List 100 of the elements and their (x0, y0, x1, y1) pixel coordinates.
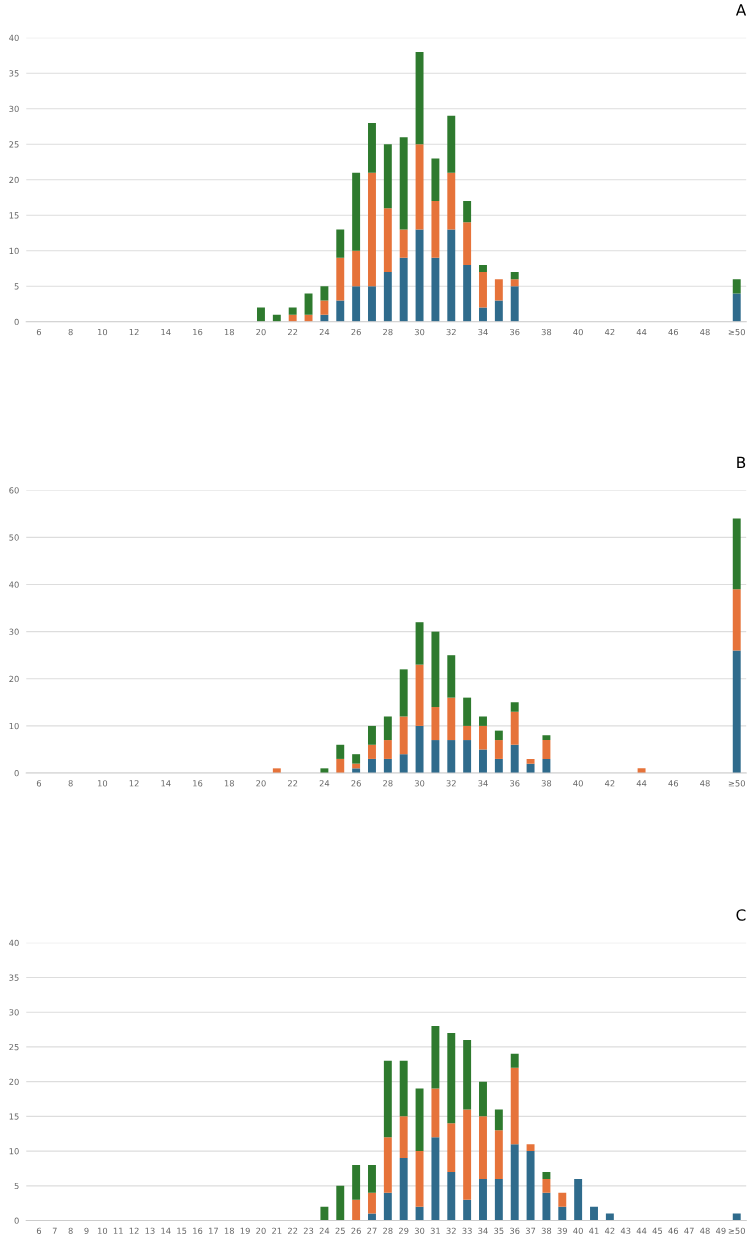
bar (399, 669, 408, 717)
y-tick-label: 20 (9, 675, 19, 683)
x-tick-label: 46 (668, 1227, 679, 1234)
x-tick-label: 38 (541, 328, 552, 336)
bar (542, 1178, 551, 1193)
x-tick-label: 17 (209, 1227, 218, 1234)
x-tick-label: 36 (510, 780, 520, 787)
bar (510, 1053, 519, 1068)
x-tick-label: 44 (636, 780, 647, 787)
bar (383, 144, 392, 209)
bar (542, 1171, 551, 1179)
bar (368, 122, 376, 173)
bar (447, 740, 456, 774)
bar (415, 144, 424, 230)
x-tick-label: 26 (351, 328, 361, 336)
x-tick-label: 12 (129, 1227, 139, 1234)
x-tick-label: 14 (161, 1227, 171, 1234)
x-tick-label: 44 (636, 328, 647, 336)
x-tick-label: 46 (668, 328, 679, 336)
bar (399, 1158, 408, 1221)
x-tick-label: 22 (287, 1227, 298, 1234)
bar (574, 1178, 583, 1221)
bar (320, 286, 329, 301)
x-tick-label: 47 (684, 1227, 694, 1234)
bar (479, 1178, 487, 1221)
x-tick-label: 16 (193, 328, 203, 336)
bar (415, 1151, 424, 1207)
bar (431, 707, 440, 741)
bar (383, 740, 392, 759)
bar (399, 137, 408, 230)
bar (463, 1109, 472, 1200)
bar (336, 229, 345, 258)
y-tick-label: 5 (14, 283, 19, 290)
bar (336, 758, 345, 774)
bar (447, 1123, 456, 1172)
x-tick-label: 49 (715, 1227, 726, 1234)
x-tick-label: 48 (700, 1227, 710, 1234)
bar (288, 307, 297, 315)
bar (431, 631, 440, 708)
y-tick-label: 30 (9, 1009, 19, 1016)
bar (510, 286, 519, 322)
bar (399, 1116, 408, 1159)
x-tick-label: ≥50 (728, 1227, 745, 1234)
x-tick-label: 40 (573, 780, 583, 787)
x-tick-label: 34 (478, 328, 488, 336)
bar (352, 250, 361, 287)
y-tick-label: 30 (9, 628, 19, 635)
bar (494, 1130, 503, 1179)
bar (257, 307, 265, 322)
bar (368, 172, 376, 287)
y-tick-label: 20 (9, 1078, 19, 1085)
x-tick-label: 48 (700, 328, 710, 336)
x-tick-label: 43 (620, 1227, 631, 1234)
bar (494, 300, 503, 322)
x-tick-label: 28 (383, 780, 393, 787)
x-tick-label: 24 (319, 328, 330, 336)
bar (526, 758, 535, 764)
bar (510, 711, 519, 745)
x-tick-label: 40 (573, 328, 583, 336)
x-tick-label: 12 (129, 780, 139, 787)
x-tick-label: 7 (52, 1227, 57, 1234)
y-tick-label: 10 (9, 247, 19, 255)
bar (431, 257, 440, 322)
x-tick-label: 16 (193, 1227, 203, 1234)
x-tick-label: 10 (97, 1227, 108, 1234)
bar (463, 264, 472, 322)
bar (431, 1026, 440, 1089)
bar (383, 1060, 392, 1138)
x-tick-label: 27 (367, 1227, 377, 1234)
bar (399, 257, 408, 322)
bar (336, 744, 345, 759)
x-tick-label: 34 (478, 1227, 488, 1234)
bar (494, 1109, 503, 1131)
bar (399, 229, 408, 258)
x-tick-label: 32 (446, 328, 456, 336)
x-tick-label: 19 (240, 1227, 250, 1234)
x-tick-label: 14 (161, 780, 171, 787)
x-tick-label: 26 (351, 1227, 361, 1234)
bar (447, 655, 456, 698)
x-tick-label: ≥50 (728, 328, 745, 336)
bar (352, 754, 361, 764)
x-tick-label: 20 (256, 780, 266, 787)
x-tick-label: 35 (494, 1227, 504, 1234)
x-tick-label: 9 (84, 1227, 89, 1234)
bar (447, 1033, 456, 1124)
bar (510, 272, 519, 280)
x-tick-label: 33 (462, 1227, 472, 1234)
x-tick-label: 23 (303, 1227, 314, 1234)
x-tick-label: 20 (256, 328, 266, 336)
bar (336, 300, 345, 322)
bar (368, 744, 376, 759)
x-tick-label: 22 (287, 780, 298, 787)
x-tick-label: 42 (604, 328, 615, 336)
y-tick-label: 10 (9, 1148, 19, 1155)
x-tick-label: 24 (319, 1227, 330, 1234)
bar (320, 1206, 329, 1221)
bar (399, 1060, 408, 1117)
x-tick-label: 37 (525, 1227, 536, 1234)
bar (447, 1171, 456, 1221)
bar (431, 201, 440, 258)
